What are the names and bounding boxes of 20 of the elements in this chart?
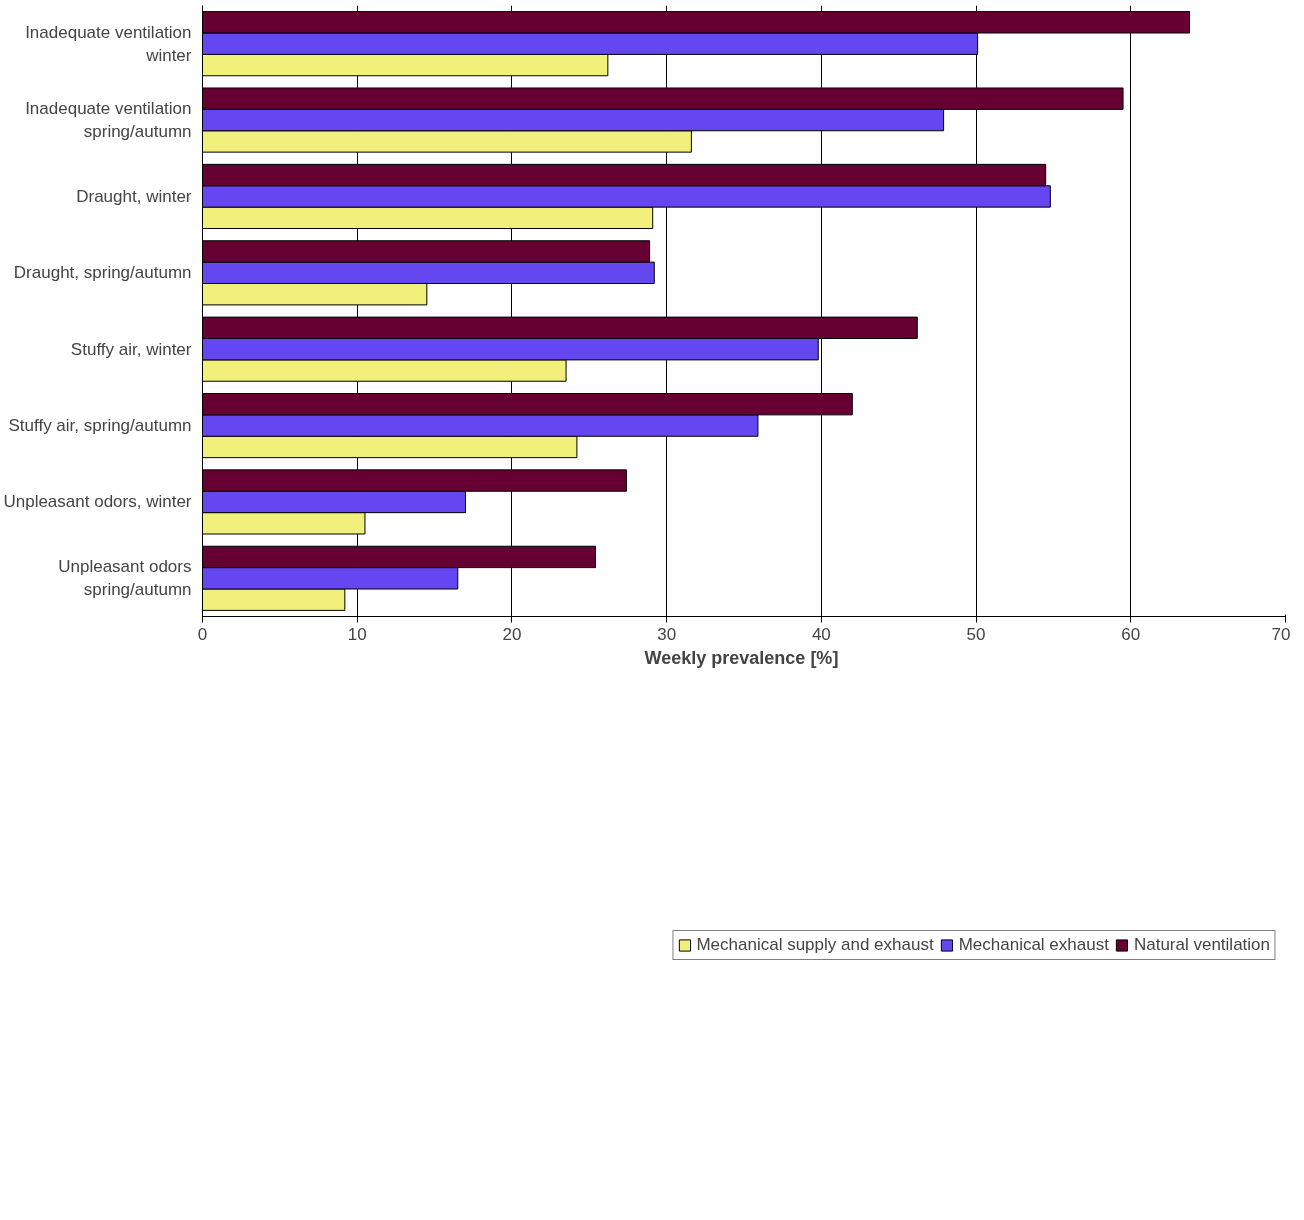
x-tick-label: 30 bbox=[657, 624, 677, 644]
x-tick-label: 0 bbox=[197, 624, 208, 644]
x-tick-label: 20 bbox=[502, 624, 522, 644]
legend-label: Mechanical exhaust bbox=[958, 935, 1109, 955]
y-tick-label: Unpleasant odors, winter bbox=[3, 492, 192, 512]
x-tick-label: 70 bbox=[1271, 624, 1291, 644]
y-tick-label: Inadequate ventilation winter bbox=[25, 22, 192, 65]
x-axis-title: Weekly prevalence [%] bbox=[644, 647, 839, 668]
y-tick-label: Draught, spring/autumn bbox=[13, 263, 192, 283]
x-tick-label: 10 bbox=[347, 624, 367, 644]
legend-label: Mechanical supply and exhaust bbox=[696, 935, 934, 955]
legend-label: Natural ventilation bbox=[1133, 935, 1270, 955]
y-tick-label: Stuffy air, spring/autumn bbox=[8, 416, 192, 436]
y-tick-label: Stuffy air, winter bbox=[70, 339, 192, 359]
y-tick-label: Inadequate ventilation spring/autumn bbox=[25, 99, 192, 141]
x-tick-label: 50 bbox=[966, 624, 986, 644]
x-tick-label: 40 bbox=[811, 624, 831, 644]
y-tick-label: Draught, winter bbox=[76, 186, 192, 206]
x-tick-label: 60 bbox=[1121, 624, 1141, 644]
y-tick-label: Unpleasant odors spring/autumn bbox=[58, 557, 192, 600]
